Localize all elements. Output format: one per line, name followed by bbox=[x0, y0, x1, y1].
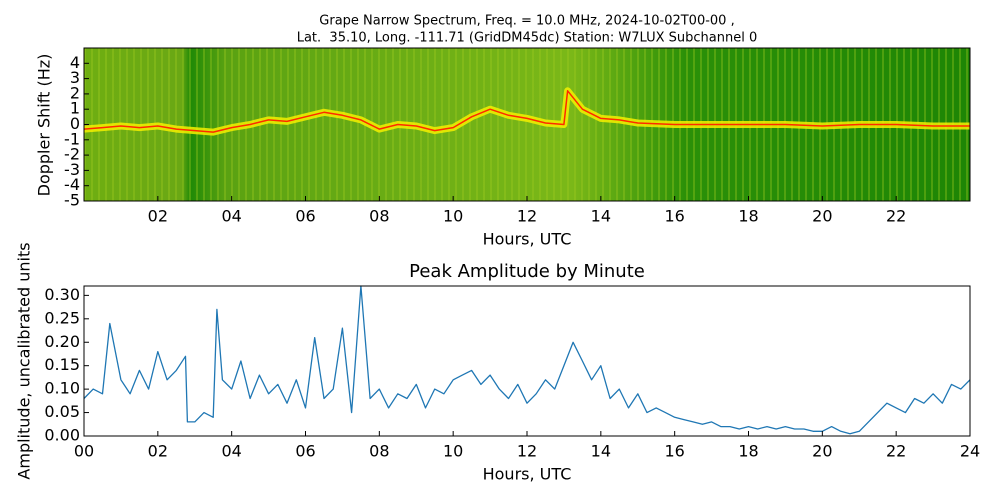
y-tick-label: 2 bbox=[70, 83, 80, 102]
x-tick-label: 16 bbox=[664, 442, 684, 461]
x-tick-label: 20 bbox=[812, 207, 832, 226]
plot-frame bbox=[83, 285, 971, 437]
y-tick-label: 0.00 bbox=[44, 426, 80, 445]
x-tick-label: 06 bbox=[295, 442, 315, 461]
y-axis-label: Amplitude, uncalibrated units bbox=[15, 242, 34, 479]
y-axis-label: Doppler Shift (Hz) bbox=[35, 54, 54, 197]
x-tick-label: 00 bbox=[74, 442, 94, 461]
y-tick-label: 0.15 bbox=[44, 355, 80, 374]
x-axis-label: Hours, UTC bbox=[483, 230, 572, 249]
x-tick-label: 16 bbox=[664, 207, 684, 226]
y-tick-label: 0.05 bbox=[44, 402, 80, 421]
x-tick-label: 14 bbox=[591, 442, 611, 461]
y-tick-label: -2 bbox=[64, 145, 80, 164]
chart-title: Peak Amplitude by Minute bbox=[409, 261, 645, 282]
y-tick-label: -3 bbox=[64, 160, 80, 179]
chart-title: Grape Narrow Spectrum, Freq. = 10.0 MHz,… bbox=[319, 14, 734, 29]
y-tick-label: -4 bbox=[64, 175, 80, 194]
x-tick-label: 06 bbox=[295, 207, 315, 226]
x-tick-label: 10 bbox=[443, 442, 463, 461]
y-tick-label: 0.30 bbox=[44, 285, 80, 304]
x-tick-label: 22 bbox=[886, 207, 906, 226]
x-tick-label: 14 bbox=[591, 207, 611, 226]
y-tick-label: 0.20 bbox=[44, 332, 80, 351]
x-tick-label: 18 bbox=[738, 442, 758, 461]
x-tick-label: 12 bbox=[517, 442, 537, 461]
x-tick-label: 02 bbox=[148, 442, 168, 461]
x-tick-label: 20 bbox=[812, 442, 832, 461]
y-tick-label: 0.10 bbox=[44, 379, 80, 398]
chart-title: Lat. 35.10, Long. -111.71 (GridDM45dc) S… bbox=[297, 31, 758, 46]
y-tick-label: 0.25 bbox=[44, 308, 80, 327]
data-line bbox=[83, 285, 971, 435]
x-tick-label: 08 bbox=[369, 442, 389, 461]
x-tick-label: 08 bbox=[369, 207, 389, 226]
y-tick-label: 0 bbox=[70, 114, 80, 133]
x-tick-label: 04 bbox=[221, 207, 241, 226]
y-tick-label: 3 bbox=[70, 68, 80, 87]
y-tick-label: -1 bbox=[64, 129, 80, 148]
y-tick-label: 1 bbox=[70, 99, 80, 118]
x-tick-label: 02 bbox=[148, 207, 168, 226]
x-tick-label: 12 bbox=[517, 207, 537, 226]
x-tick-label: 10 bbox=[443, 207, 463, 226]
y-tick-label: -5 bbox=[64, 191, 80, 210]
data-line bbox=[83, 90, 970, 133]
x-tick-label: 18 bbox=[738, 207, 758, 226]
y-tick-label: 4 bbox=[70, 53, 80, 72]
x-tick-label: 22 bbox=[886, 442, 906, 461]
x-axis-label: Hours, UTC bbox=[483, 465, 572, 484]
x-tick-label: 24 bbox=[960, 442, 980, 461]
x-tick-label: 04 bbox=[221, 442, 241, 461]
